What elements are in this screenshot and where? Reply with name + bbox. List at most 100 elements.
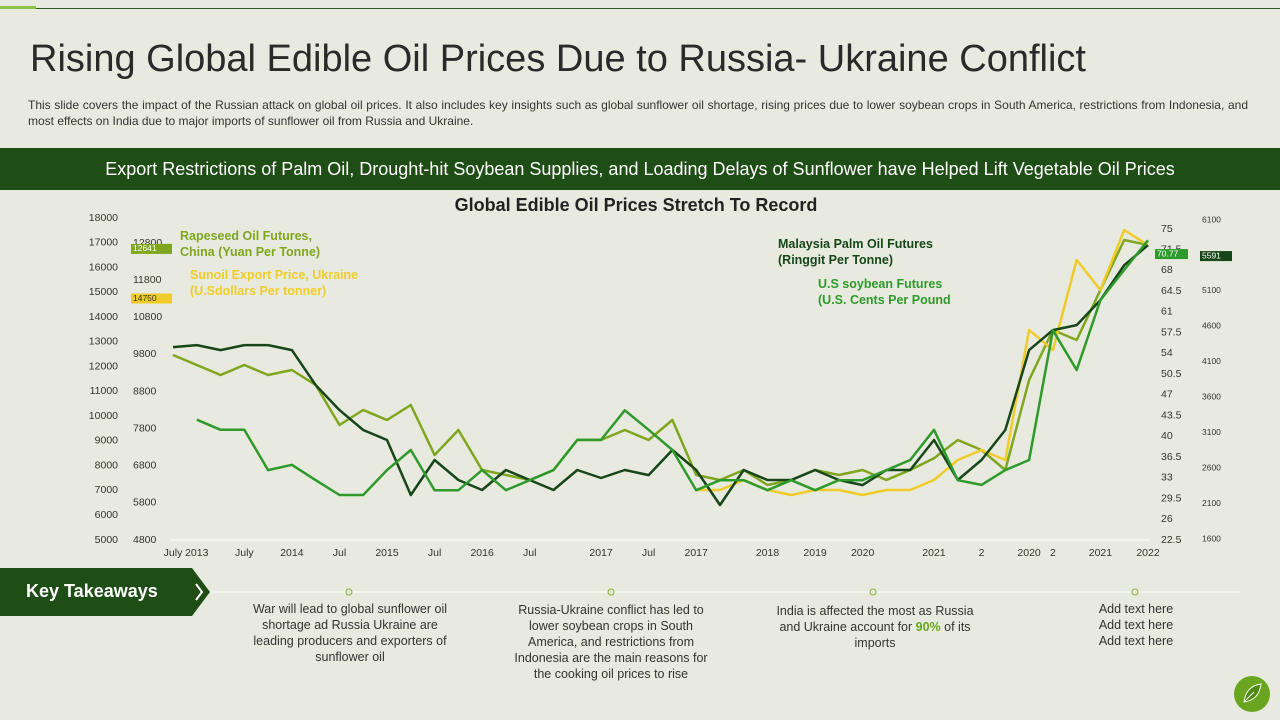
title: Rising Global Edible Oil Prices Due to R… xyxy=(30,38,1086,80)
y-tick-label: 18000 xyxy=(89,212,118,224)
y-tick-label: 6000 xyxy=(95,509,119,521)
legend-label: Malaysia Palm Oil Futures (Ringgit Per T… xyxy=(778,237,933,267)
end-value-box xyxy=(1200,251,1232,262)
takeaway-text: War will lead to global sunflower oil sh… xyxy=(252,602,448,664)
y-tick-label: 11000 xyxy=(90,385,119,397)
legend-label: Sunoil Export Price, Ukraine (U.Sdollars… xyxy=(190,268,359,298)
end-value-box xyxy=(131,243,172,254)
y-tick-label: 75 xyxy=(1161,223,1173,235)
top-rule xyxy=(0,8,1280,9)
x-tick-label: 2017 xyxy=(684,547,708,559)
y-tick-label: 50.5 xyxy=(1161,368,1182,380)
tab-arrow xyxy=(195,583,204,601)
y-tick-label: 9800 xyxy=(133,348,157,360)
x-tick-label: July xyxy=(235,547,254,559)
x-tick-label: 2016 xyxy=(470,547,494,559)
x-tick-label: July xyxy=(164,547,183,559)
x-tick-label: 2018 xyxy=(756,547,780,559)
y-tick-label: 7800 xyxy=(133,422,157,434)
series-line xyxy=(696,228,1149,497)
x-tick-label: Jul xyxy=(428,547,441,559)
x-tick-label: 2013 xyxy=(185,547,209,559)
y-tick-label: 6100 xyxy=(1202,214,1221,224)
y-tick-label: 4600 xyxy=(1202,321,1221,331)
takeaway-text: India is affected the most as Russia and… xyxy=(775,603,975,651)
end-value-label: 14750 xyxy=(133,293,157,303)
y-tick-label: 10800 xyxy=(133,311,162,323)
x-tick-label: 2 xyxy=(1050,547,1056,559)
x-tick-label: 2019 xyxy=(803,547,827,559)
y-tick-label: 33 xyxy=(1161,472,1173,484)
y-tick-label: 40 xyxy=(1161,430,1173,442)
top-accent xyxy=(0,6,36,9)
y-tick-label: 2600 xyxy=(1202,462,1221,472)
y-tick-label: 4100 xyxy=(1202,356,1221,366)
legend-label: Rapeseed Oil Futures, China (Yuan Per To… xyxy=(180,229,321,259)
banner: Export Restrictions of Palm Oil, Drought… xyxy=(0,148,1280,190)
x-tick-label: 2017 xyxy=(589,547,613,559)
y-tick-label: 15000 xyxy=(89,286,118,298)
x-tick-label: Jul xyxy=(523,547,536,559)
takeaway-text: of its imports xyxy=(854,620,971,650)
y-tick-label: 43.5 xyxy=(1161,409,1182,421)
y-tick-label: 2100 xyxy=(1202,498,1221,508)
y-tick-label: 26 xyxy=(1161,513,1173,525)
takeaway-text: Add text here xyxy=(1098,602,1174,616)
y-tick-label: 12000 xyxy=(89,360,118,372)
x-tick-label: 2015 xyxy=(375,547,399,559)
takeaway-heading: Key Takeaways xyxy=(26,581,158,601)
y-tick-label: 8000 xyxy=(95,459,119,471)
y-tick-label: 54 xyxy=(1161,347,1173,359)
timeline-dot xyxy=(1131,588,1139,596)
chart-title: Global Edible Oil Prices Stretch To Reco… xyxy=(455,195,818,215)
y-tick-label: 6800 xyxy=(133,460,157,472)
x-tick-label: 2021 xyxy=(1089,547,1113,559)
y-tick-label: 5800 xyxy=(133,497,157,509)
takeaway-text: Add text here xyxy=(1098,618,1174,632)
y-tick-label: 7000 xyxy=(95,484,119,496)
y-tick-label: 14000 xyxy=(89,311,118,323)
x-tick-label: Jul xyxy=(642,547,655,559)
y-tick-label: 68 xyxy=(1161,264,1173,276)
y-tick-label: 3600 xyxy=(1202,391,1221,401)
y-tick-label: 29.5 xyxy=(1161,492,1182,504)
y-tick-label: 13000 xyxy=(89,336,118,348)
series-line xyxy=(196,239,1149,497)
x-tick-label: 2014 xyxy=(280,547,304,559)
x-tick-label: Jul xyxy=(333,547,346,559)
end-value-label: 12641 xyxy=(133,243,157,253)
y-tick-label: 5100 xyxy=(1202,285,1221,295)
y-tick-label: 3100 xyxy=(1202,427,1221,437)
y-tick-label: 11800 xyxy=(133,274,162,286)
y-tick-label: 17000 xyxy=(89,237,118,249)
series-line xyxy=(172,244,1149,507)
end-value-label: 5591 xyxy=(1202,250,1221,260)
y-tick-label: 61 xyxy=(1161,306,1173,318)
x-tick-label: 2020 xyxy=(851,547,875,559)
timeline-dot xyxy=(869,588,877,596)
y-tick-label: 4800 xyxy=(133,534,157,546)
y-tick-label: 22.5 xyxy=(1161,534,1182,546)
y-tick-label: 47 xyxy=(1161,389,1173,401)
x-tick-label: 2021 xyxy=(922,547,946,559)
y-tick-label: 16000 xyxy=(89,261,118,273)
timeline-dot xyxy=(607,588,615,596)
highlight: 90% xyxy=(915,620,941,634)
x-tick-label: 2020 xyxy=(1017,547,1041,559)
y-tick-label: 5000 xyxy=(95,534,119,546)
takeaway-text: Add text here xyxy=(1098,634,1174,648)
y-tick-label: 57.5 xyxy=(1161,326,1182,338)
legend-label: U.S soybean Futures (U.S. Cents Per Poun… xyxy=(818,277,951,307)
takeaway-text: Russia-Ukraine conflict has led to lower… xyxy=(514,603,708,681)
y-tick-label: 64.5 xyxy=(1161,285,1182,297)
y-tick-label: 9000 xyxy=(95,435,119,447)
description: This slide covers the impact of the Russ… xyxy=(28,98,1248,128)
y-tick-label: 36.5 xyxy=(1161,451,1182,463)
x-tick-label: 2022 xyxy=(1136,547,1160,559)
y-tick-label: 8800 xyxy=(133,385,157,397)
takeaway-tab xyxy=(0,568,210,616)
end-value-label: 70.77 xyxy=(1157,248,1179,258)
y-tick-label: 1600 xyxy=(1202,533,1221,543)
